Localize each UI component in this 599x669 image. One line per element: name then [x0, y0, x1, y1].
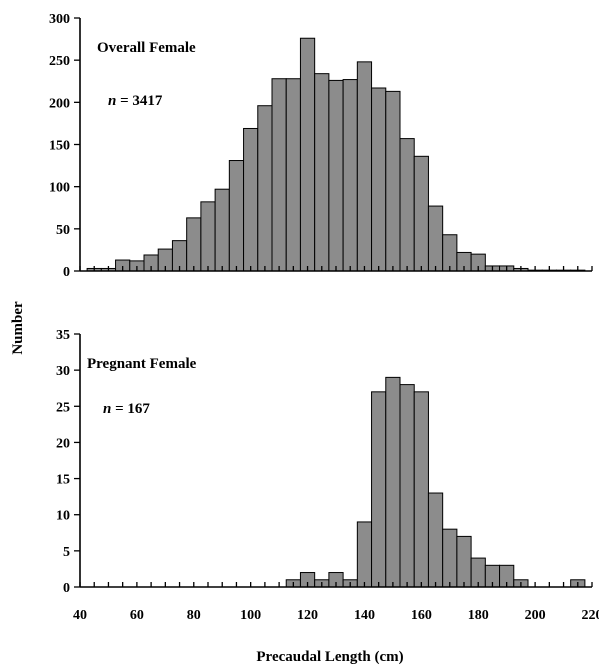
pregnant-y-tick-label-30: 30 — [56, 364, 70, 379]
x-tick-label-200: 200 — [525, 608, 546, 623]
pregnant-bar-175 — [456, 535, 472, 588]
pregnant-y-tick-label-20: 20 — [56, 436, 70, 451]
pregnant-bar-160 — [413, 391, 429, 588]
x-tick-label-60: 60 — [130, 608, 144, 623]
overall-bar-105 — [257, 105, 273, 272]
pregnant-bar-170 — [442, 528, 458, 588]
overall-y-tick-label-150: 150 — [49, 139, 70, 154]
sample-size-pregnant: n = 167 — [103, 401, 150, 417]
pregnant-female-panel: 0 5 10 15 20 25 30 35 40 60 80 100 120 140 160 180 200 22… — [56, 328, 599, 623]
pregnant-bar-145 — [371, 391, 387, 588]
overall-y-tick-label-100: 100 — [49, 181, 70, 196]
overall-bar-135 — [342, 79, 358, 272]
sample-size-overall: n = 3417 — [108, 93, 163, 109]
x-tick-label-160: 160 — [411, 608, 432, 623]
panel-title-pregnant: Pregnant Female — [87, 356, 197, 372]
pregnant-bar-165 — [427, 492, 444, 588]
pregnant-bar-140 — [356, 521, 373, 588]
overall-bar-120 — [299, 37, 316, 272]
overall-bar-115 — [285, 78, 301, 272]
pregnant-bar-150 — [385, 376, 401, 588]
x-tick-label-180: 180 — [468, 608, 489, 623]
x-tick-label-80: 80 — [187, 608, 201, 623]
overall-bar-155 — [399, 138, 415, 272]
pregnant-y-tick-label-25: 25 — [56, 400, 70, 415]
x-tick-label-120: 120 — [297, 608, 318, 623]
pregnant-y-tick-label-5: 5 — [63, 545, 70, 560]
overall-bar-100 — [243, 127, 259, 272]
overall-bar-85 — [200, 201, 216, 272]
pregnant-y-tick-label-0: 0 — [63, 581, 70, 596]
overall-bar-160 — [413, 155, 429, 272]
pregnant-bar-155 — [399, 384, 415, 588]
x-axis-label: Precaudal Length (cm) — [256, 649, 403, 665]
overall-y-tick-label-300: 300 — [49, 12, 70, 27]
x-tick-label-100: 100 — [240, 608, 261, 623]
overall-bar-130 — [328, 79, 344, 272]
pregnant-y-tick-label-10: 10 — [56, 509, 70, 524]
x-tick-label-220: 220 — [582, 608, 599, 623]
x-tick-label-40: 40 — [73, 608, 87, 623]
pregnant-y-tick-label-35: 35 — [56, 328, 70, 343]
overall-y-tick-label-200: 200 — [49, 96, 70, 111]
overall-bar-125 — [314, 73, 330, 272]
overall-bar-110 — [271, 78, 287, 272]
pregnant-y-tick-label-15: 15 — [56, 473, 70, 488]
overall-bar-170 — [442, 234, 458, 272]
overall-bar-165 — [427, 205, 444, 272]
overall-y-tick-label-50: 50 — [56, 223, 70, 238]
panel-title-overall: Overall Female — [97, 40, 196, 56]
overall-bar-140 — [356, 61, 373, 272]
overall-y-tick-label-0: 0 — [63, 265, 70, 280]
overall-bar-145 — [371, 87, 387, 272]
overall-bar-90 — [214, 188, 230, 272]
overall-bar-150 — [385, 90, 401, 272]
overall-bar-80 — [186, 217, 202, 272]
y-axis-label: Number — [10, 301, 26, 355]
overall-bar-95 — [228, 160, 245, 272]
overall-y-tick-label-250: 250 — [49, 54, 70, 69]
overall-female-panel: 0 50 100 150 200 250 300 — [49, 12, 593, 280]
x-tick-label-140: 140 — [354, 608, 375, 623]
